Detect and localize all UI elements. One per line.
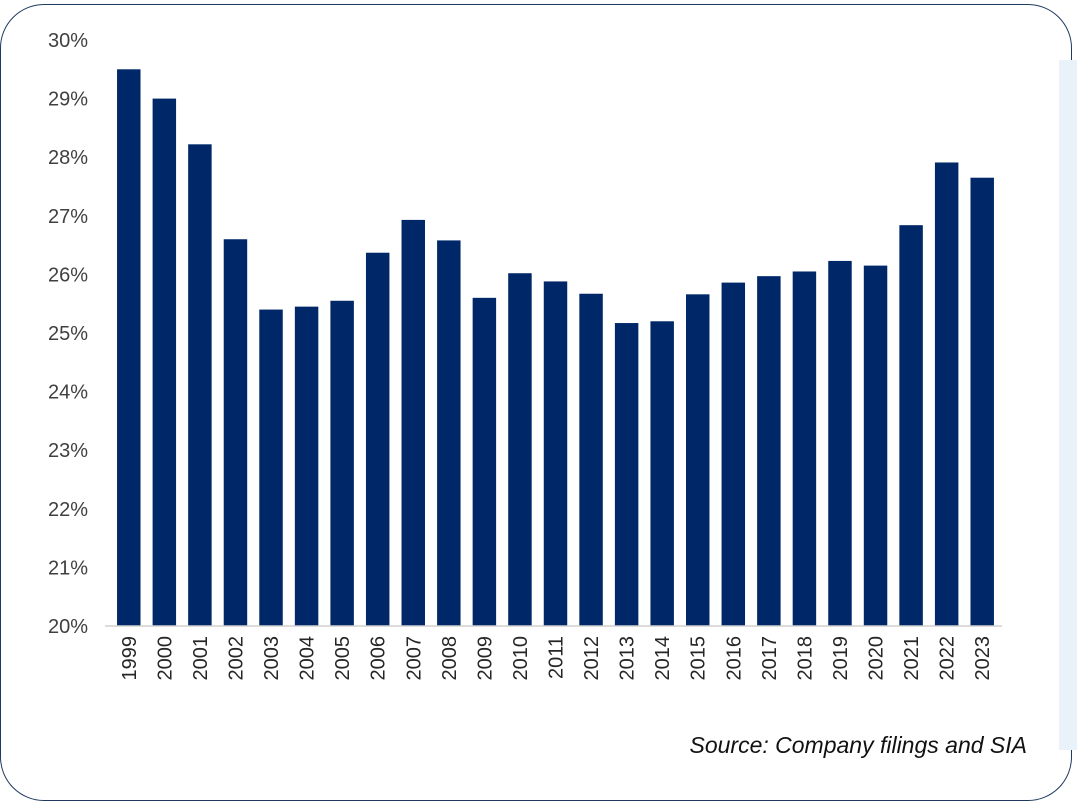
x-tick-label: 2003 [261,636,283,681]
bar-2004 [294,306,319,626]
x-axis-ticks: 1999 2000 2001 2002 2003 2004 2005 2006 2007 2008… [119,636,994,681]
x-tick-label: 2014 [652,636,674,681]
bar-2013 [614,323,639,626]
x-tick-label: 2006 [368,636,390,681]
bar-1999 [117,69,141,627]
y-tick-label: 22% [48,499,88,521]
bar-2007 [401,219,425,627]
bar-2016 [721,282,746,626]
y-tick-label: 25% [48,323,88,345]
x-tick-label: 2020 [866,636,888,681]
bar-2002 [223,239,248,627]
bar-2018 [792,271,817,626]
x-tick-label: 2023 [972,636,994,681]
bar-2001 [188,144,212,627]
bar-2008 [437,240,461,627]
bar-2010 [508,273,532,626]
x-tick-label: 2002 [225,636,247,681]
x-tick-label: 2013 [617,636,639,681]
x-tick-label: 2021 [901,636,923,681]
y-axis-ticks: 20% 21% 22% 23% 24% 25% 26% 27% 28% 29% 30% [48,30,88,638]
x-tick-label: 2009 [474,636,496,681]
y-tick-label: 23% [48,440,88,462]
bar-2015 [686,294,710,626]
bar-2020 [863,265,888,626]
x-tick-label: 2007 [403,636,425,681]
bar-2023 [970,177,994,626]
bar-2011 [543,281,568,626]
bar-2019 [828,260,852,626]
x-tick-label: 2017 [759,636,781,681]
y-tick-label: 29% [48,89,88,111]
bar-2009 [472,297,497,626]
source-note: Source: Company filings and SIA [689,732,1027,758]
bar-2014 [650,321,674,626]
bar-2003 [259,309,283,626]
x-tick-label: 2004 [297,636,319,681]
x-tick-label: 2008 [439,636,461,681]
y-tick-label: 20% [48,616,88,638]
y-tick-label: 26% [48,264,88,286]
x-tick-label: 2016 [723,636,745,681]
x-tick-label: 1999 [119,636,141,681]
bar-2017 [757,276,781,626]
x-tick-label: 2011 [546,636,568,679]
y-tick-label: 21% [48,557,88,579]
x-tick-label: 2012 [581,636,603,681]
x-tick-label: 2005 [332,636,354,681]
frame-shadow [1059,60,1077,750]
bar-2000 [152,98,177,627]
y-tick-label: 27% [48,206,88,228]
x-tick-label: 2022 [937,636,959,681]
bar-2005 [330,300,354,626]
bar-2022 [934,162,959,626]
y-tick-label: 28% [48,147,88,169]
x-tick-label: 2015 [688,636,710,681]
x-tick-label: 2010 [510,636,532,681]
bar-2021 [899,225,923,626]
x-tick-label: 2000 [154,636,176,681]
y-tick-label: 30% [48,30,88,52]
x-tick-label: 2019 [830,636,852,681]
x-tick-label: 2018 [794,636,816,681]
bars-group [117,69,994,627]
x-tick-label: 2001 [190,636,212,681]
bar-2006 [365,252,390,626]
y-tick-label: 24% [48,382,88,404]
bar-2012 [579,293,603,626]
chart-frame [0,4,1072,801]
